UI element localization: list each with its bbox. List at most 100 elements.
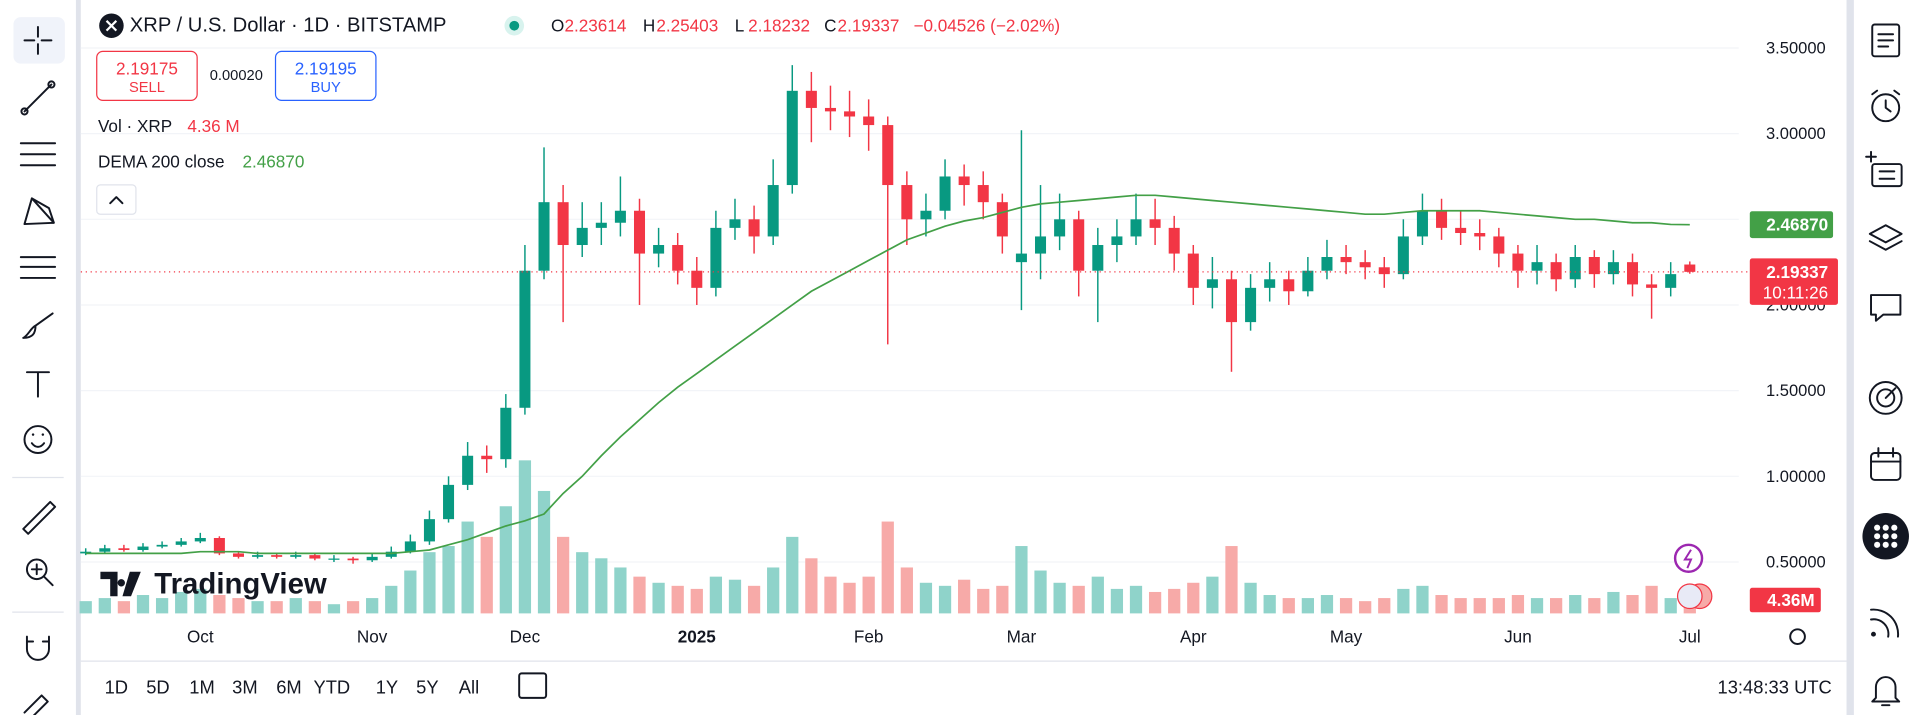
ohlc-value: 2.25403 xyxy=(656,16,718,36)
range-button[interactable]: 5Y xyxy=(416,676,438,697)
volume-bar xyxy=(480,536,493,614)
volume-bar xyxy=(958,579,971,614)
volume-bar xyxy=(1626,595,1639,614)
symbol-title[interactable]: XRP / U.S. Dollar · 1D · BITSTAMP xyxy=(130,15,447,37)
candle-body xyxy=(1493,236,1505,254)
buy-button[interactable] xyxy=(274,50,377,102)
y-tick-label: 0.50000 xyxy=(1766,552,1826,571)
date-range-icon[interactable] xyxy=(518,672,548,699)
candle-body xyxy=(1206,279,1218,288)
volume-bar xyxy=(232,598,245,614)
candle-body xyxy=(595,222,607,228)
candle-body xyxy=(939,176,951,211)
candle-body xyxy=(404,541,416,552)
volume-bar xyxy=(1263,595,1276,614)
candle-body xyxy=(538,202,550,271)
dema-legend: DEMA 200 close xyxy=(98,152,225,172)
volume-bar xyxy=(805,558,818,614)
sell-button[interactable] xyxy=(96,50,198,102)
candle-body xyxy=(996,202,1008,237)
volume-bar xyxy=(728,579,742,614)
volume-bar xyxy=(1511,595,1525,614)
range-button[interactable]: 1Y xyxy=(376,676,398,697)
candle-body xyxy=(614,210,626,223)
candle-body xyxy=(462,455,474,485)
volume-bar xyxy=(1320,595,1334,614)
candle-body xyxy=(1416,210,1428,237)
candle-body xyxy=(1474,233,1486,237)
volume-bar xyxy=(98,598,111,614)
vol-legend: Vol · XRP xyxy=(98,116,172,136)
collapse-button[interactable] xyxy=(96,184,137,215)
alert-icon[interactable] xyxy=(1673,543,1704,573)
symbol-icon-x xyxy=(105,20,118,32)
candle-body xyxy=(1531,262,1543,271)
candle-body xyxy=(1588,257,1600,275)
range-button[interactable]: 1D xyxy=(105,676,128,697)
volume-bar xyxy=(576,552,589,614)
volume-bar xyxy=(270,601,283,614)
candle-body xyxy=(691,270,703,288)
candle-body xyxy=(767,185,779,237)
volume-bar xyxy=(1129,585,1143,614)
volume-bar xyxy=(1569,595,1582,614)
volume-bar xyxy=(385,585,398,614)
candle-body xyxy=(1626,262,1639,285)
volume-bar xyxy=(786,536,799,614)
candle-body xyxy=(1684,264,1696,272)
logo-text: TradingView xyxy=(154,567,327,600)
y-tick-label: 3.50000 xyxy=(1766,38,1826,57)
settings-icon[interactable] xyxy=(1789,628,1806,645)
volume-bar xyxy=(518,460,532,614)
range-button[interactable]: 6M xyxy=(276,676,302,697)
x-tick-label: Oct xyxy=(187,627,214,647)
candle-body xyxy=(1302,270,1314,292)
volume-bar xyxy=(900,567,913,614)
candle-body xyxy=(232,553,244,557)
candle-body xyxy=(805,90,817,108)
range-button[interactable]: 3M xyxy=(232,676,258,697)
range-button[interactable]: 1M xyxy=(189,676,215,697)
range-button[interactable]: All xyxy=(459,676,479,697)
sell-label: SELL xyxy=(129,80,165,96)
range-button[interactable]: 5D xyxy=(146,676,169,697)
dema-price-label: 2.46870 xyxy=(1766,215,1828,235)
candle-body xyxy=(1111,236,1123,246)
volume-bar xyxy=(747,585,761,614)
candle-body xyxy=(1665,274,1677,288)
volume-bar xyxy=(824,576,837,614)
candle-body xyxy=(748,219,760,237)
volume-bar xyxy=(1015,546,1028,614)
candle-body xyxy=(481,455,493,460)
status-dot xyxy=(509,20,520,31)
left-tools[interactable] xyxy=(12,17,65,715)
volume-bar xyxy=(1282,598,1295,614)
candle-body xyxy=(1359,262,1371,268)
volume-bar xyxy=(843,582,856,614)
candle-body xyxy=(710,227,722,288)
candle-body xyxy=(1092,245,1104,271)
volume-bar xyxy=(1244,582,1257,614)
range-button[interactable]: YTD xyxy=(313,676,350,697)
volume-bar xyxy=(175,591,188,614)
ohlc-key: L xyxy=(735,16,745,36)
candle-body xyxy=(863,116,875,126)
volume-bar xyxy=(1492,598,1505,614)
volume-bar xyxy=(881,521,894,614)
x-tick-label: Apr xyxy=(1180,627,1207,647)
volume-bar xyxy=(1397,588,1410,614)
volume-bar xyxy=(709,576,723,614)
candle-body xyxy=(557,202,569,246)
volume-bar xyxy=(308,601,321,614)
volume-bar xyxy=(194,588,207,614)
y-tick-label: 3.00000 xyxy=(1766,124,1826,143)
ohlc-value: 2.23614 xyxy=(564,16,626,36)
candle-body xyxy=(920,210,932,220)
volume-bar xyxy=(1550,598,1563,614)
volume-bar xyxy=(1530,598,1544,614)
volume-bar xyxy=(79,601,92,614)
x-tick-label: May xyxy=(1330,627,1363,647)
candle-body xyxy=(1225,279,1237,323)
right-tools[interactable] xyxy=(1862,23,1909,707)
